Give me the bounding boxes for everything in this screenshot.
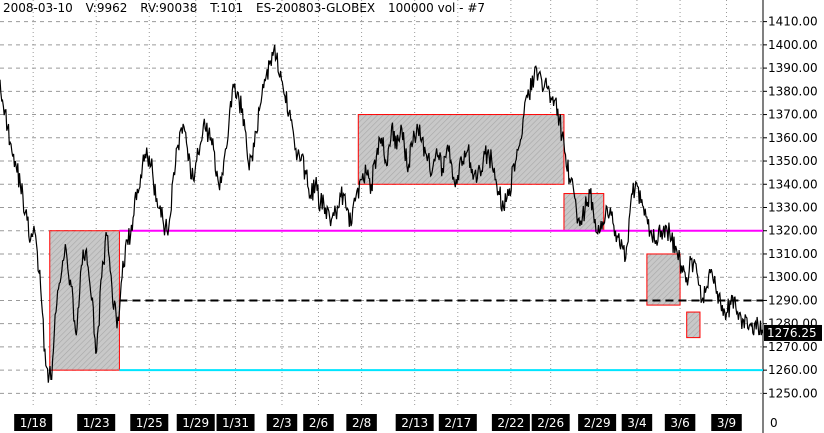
x-tick-label: 2/26 (537, 416, 564, 430)
x-tick-box (531, 414, 570, 431)
x-tick-label: 3/6 (670, 416, 689, 430)
x-tick-box (711, 414, 742, 431)
x-tick-label: 2/6 (309, 416, 328, 430)
x-tick-box (216, 414, 255, 431)
y-tick-label: 1310.00 (768, 247, 818, 261)
y-tick-label: 1400.00 (768, 38, 818, 52)
range-box (686, 311, 701, 339)
x-tick-box (664, 414, 696, 431)
range-box (646, 253, 681, 306)
y-tick-label: 1390.00 (768, 61, 818, 75)
x-tick-label: 1/29 (182, 416, 209, 430)
range-box (357, 114, 565, 185)
y-tick-label: 1350.00 (768, 154, 818, 168)
x-tick-box (303, 414, 334, 431)
y-tick-label: 1270.00 (768, 340, 818, 354)
price-series (0, 44, 764, 383)
x-tick-box (176, 414, 215, 431)
x-tick-label: 2/8 (352, 416, 371, 430)
header-ticks: T:101 (210, 1, 244, 15)
x-tick-box (491, 414, 530, 431)
x-tick-box (438, 414, 477, 431)
y-tick-label: 1360.00 (768, 131, 818, 145)
header-date: 2008-03-10 (3, 1, 73, 15)
y-tick-label: 1250.00 (768, 386, 818, 400)
x-tick-box (395, 414, 434, 431)
header-rv: RV:90038 (140, 1, 198, 15)
x-tick-label: 1/18 (20, 416, 47, 430)
x-axis-right-label: 0 (770, 416, 778, 430)
x-tick-label: 1/25 (136, 416, 163, 430)
x-tick-label: 2/17 (444, 416, 471, 430)
x-tick-box (346, 414, 377, 431)
y-tick-label: 1380.00 (768, 84, 818, 98)
x-tick-label: 2/13 (401, 416, 428, 430)
x-tick-label: 1/23 (83, 416, 110, 430)
header-symbol: ES-200803-GLOBEX (255, 1, 376, 15)
x-tick-box (14, 414, 53, 431)
y-tick-label: 1370.00 (768, 108, 818, 122)
x-tick-label: 2/3 (272, 416, 291, 430)
header-bar-type: 100000 vol - #7 (387, 1, 486, 15)
x-tick-box (578, 414, 617, 431)
y-tick-label: 1330.00 (768, 201, 818, 215)
y-tick-label: 1290.00 (768, 293, 818, 307)
y-tick-label: 1410.00 (768, 15, 818, 29)
y-tick-label: 1300.00 (768, 270, 818, 284)
x-tick-label: 1/31 (222, 416, 249, 430)
x-tick-label: 3/4 (627, 416, 646, 430)
last-price-label: 1276.25 (767, 326, 817, 340)
y-tick-label: 1320.00 (768, 224, 818, 238)
x-tick-label: 2/29 (584, 416, 611, 430)
last-price-marker (764, 324, 822, 341)
x-tick-box (266, 414, 298, 431)
y-tick-label: 1340.00 (768, 177, 818, 191)
x-tick-label: 3/9 (717, 416, 736, 430)
x-tick-box (77, 414, 116, 431)
x-tick-box (621, 414, 653, 431)
x-tick-label: 2/22 (497, 416, 524, 430)
x-tick-box (130, 414, 169, 431)
y-tick-label: 1260.00 (768, 363, 818, 377)
